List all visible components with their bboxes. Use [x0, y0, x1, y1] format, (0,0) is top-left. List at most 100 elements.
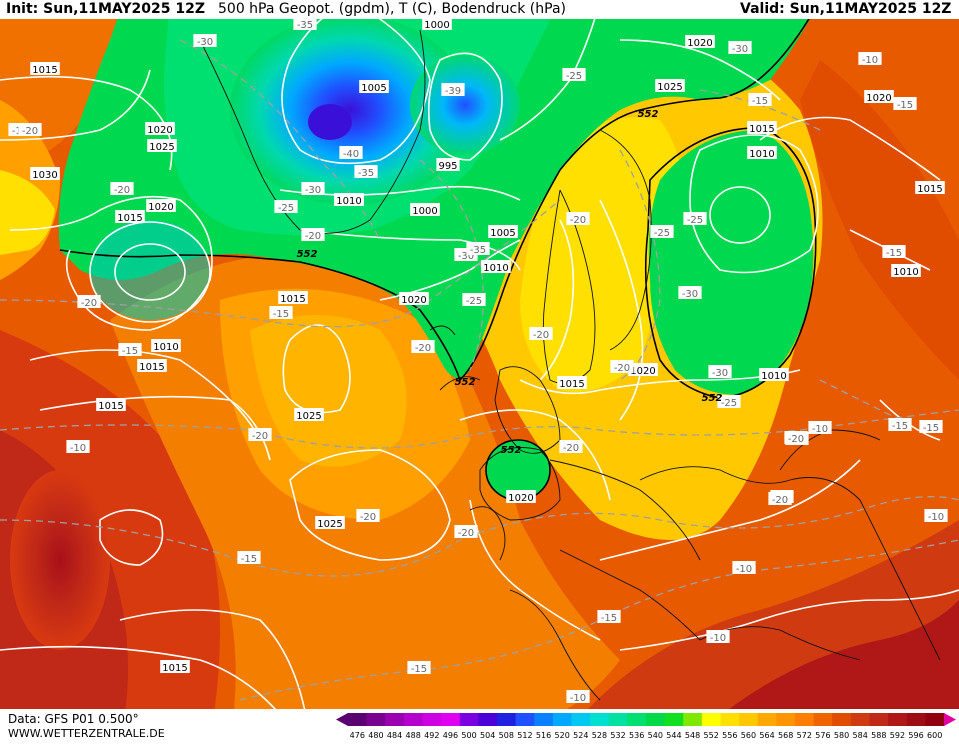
- temperature-label: -10: [706, 630, 730, 644]
- pressure-label: 1020: [685, 35, 715, 49]
- temperature-label: -15: [888, 418, 912, 432]
- scale-swatch: [403, 713, 423, 726]
- pressure-label: 1015: [115, 210, 145, 224]
- pressure-label: 1020: [628, 363, 658, 377]
- temperature-value: -30: [712, 368, 728, 379]
- temperature-value: -30: [682, 289, 698, 300]
- temperature-value: -30: [458, 251, 474, 262]
- temperature-value: -25: [278, 203, 294, 214]
- pressure-label: 1025: [315, 516, 345, 530]
- scale-swatch: [608, 713, 628, 726]
- cut-off-low-iberia: [486, 440, 550, 500]
- coastlines: [199, 29, 941, 701]
- temperature-value: -35: [470, 245, 486, 256]
- isotherms: [0, 39, 959, 701]
- geopotential-552-north: [59, 0, 821, 382]
- temperature-value: -39: [445, 86, 461, 97]
- pressure-value: 1010: [483, 263, 508, 274]
- temperature-value: -20: [81, 298, 97, 309]
- pressure-label: 1025: [147, 139, 177, 153]
- pressure-label: 1015: [160, 660, 190, 674]
- temperature-label: -25: [683, 212, 707, 226]
- pressure-value: 1015: [98, 401, 123, 412]
- scale-tick-label: 528: [592, 731, 607, 740]
- pressure-label: 1005: [488, 225, 518, 239]
- temperature-label: -35: [466, 242, 490, 256]
- scale-tick-label: 588: [871, 731, 886, 740]
- temperature-label: -20: [559, 440, 583, 454]
- upper-low-greenland: [230, 15, 470, 205]
- temperature-label: -40: [339, 146, 363, 160]
- scale-swatch: [515, 713, 535, 726]
- temperature-value: -25: [566, 71, 582, 82]
- warm-center-west: [10, 470, 110, 650]
- temperature-label: -15: [118, 343, 142, 357]
- temperature-value: -20: [563, 443, 579, 454]
- pressure-value: 995: [438, 161, 457, 172]
- temperature-label: -15: [893, 97, 917, 111]
- pressure-value: 1015: [280, 294, 305, 305]
- scale-tick-label: 504: [480, 731, 495, 740]
- temperature-label: -20: [454, 525, 478, 539]
- temperature-value: -20: [458, 528, 474, 539]
- temperature-label: -20: [566, 212, 590, 226]
- temperature-value: -10: [812, 424, 828, 435]
- scale-tick-label: 540: [648, 731, 663, 740]
- temperature-label: -15: [882, 245, 906, 259]
- scale-tick-label: 552: [704, 731, 719, 740]
- pressure-value: 1020: [147, 125, 172, 136]
- temperature-label: -20: [356, 509, 380, 523]
- temperature-value: -15: [892, 421, 908, 432]
- scale-swatch: [627, 713, 647, 726]
- temperature-label: -15: [597, 610, 621, 624]
- temperature-label: -10: [566, 690, 590, 704]
- scale-swatch: [795, 713, 815, 726]
- pressure-label: 995: [436, 158, 460, 172]
- scale-tick-label: 488: [406, 731, 421, 740]
- scale-tick-label: 536: [629, 731, 644, 740]
- temperature-label: -25: [562, 68, 586, 82]
- temperature-label: -25: [717, 395, 741, 409]
- temperature-label: -20: [18, 123, 42, 137]
- geopotential-552-label: 552: [501, 445, 522, 456]
- temperature-value: -10: [70, 443, 86, 454]
- pressure-label: 1020: [506, 490, 536, 504]
- geopotential-label-layer: 552 552 552 552 552: [297, 109, 723, 456]
- temperature-label: -10: [858, 52, 882, 66]
- temperature-value: -20: [114, 185, 130, 196]
- scale-tick-label: 572: [797, 731, 812, 740]
- temperature-label: -39: [441, 83, 465, 97]
- temperature-value: -25: [654, 228, 670, 239]
- header-band: [0, 0, 959, 19]
- pressure-value: 1025: [149, 142, 174, 153]
- scale-tick-label: 492: [424, 731, 439, 740]
- scale-swatch: [348, 713, 368, 726]
- pressure-label: 1000: [410, 203, 440, 217]
- temperature-label: -30: [193, 34, 217, 48]
- temperature-label: -20: [110, 182, 134, 196]
- pressure-value: 1020: [401, 295, 426, 306]
- pressure-value: 1020: [630, 366, 655, 377]
- temperature-value: -20: [570, 215, 586, 226]
- scale-tick-label: 556: [722, 731, 737, 740]
- pressure-value: 1010: [153, 342, 178, 353]
- pressure-value: 1015: [162, 663, 187, 674]
- pressure-label-layer: 1000 1015 1020 1025 1005 1030 1010 1015 1020 995 1…: [30, 17, 945, 674]
- scale-swatch: [385, 713, 405, 726]
- scale-swatch: [757, 713, 777, 726]
- temperature-value: -15: [752, 96, 768, 107]
- temperature-label: -10: [808, 421, 832, 435]
- scale-tick-label: 544: [666, 731, 681, 740]
- temperature-label: -10: [732, 561, 756, 575]
- pressure-label: 1015: [96, 398, 126, 412]
- temperature-value: -10: [570, 693, 586, 704]
- scale-swatch: [441, 713, 461, 726]
- pressure-label: 1010: [759, 368, 789, 382]
- temperature-label: -15: [407, 661, 431, 675]
- temperature-value: -15: [897, 100, 913, 111]
- scale-arrow-right: [944, 713, 956, 726]
- pressure-label: 1015: [747, 121, 777, 135]
- yellow-zone-scandinavia: [520, 117, 683, 392]
